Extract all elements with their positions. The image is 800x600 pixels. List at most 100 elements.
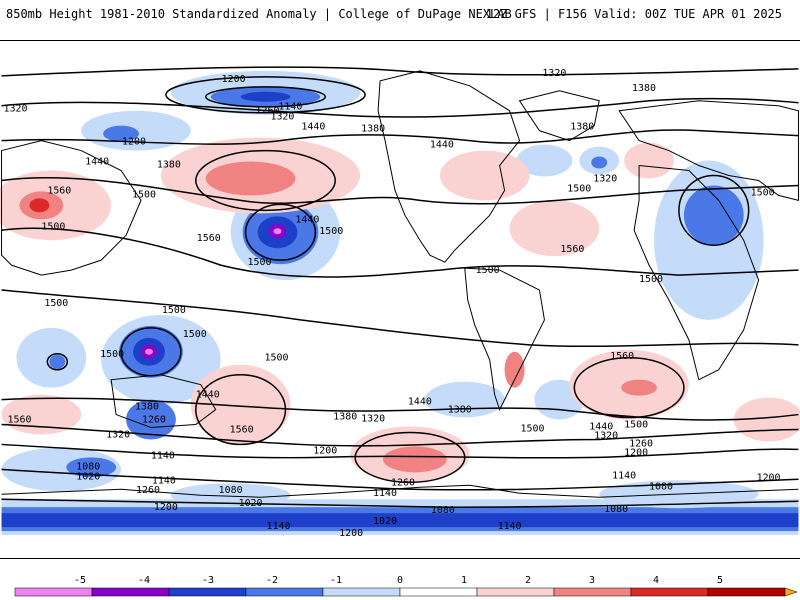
contour-label: 1380 (448, 405, 472, 416)
coastlines (1, 70, 799, 498)
legend-swatch (630, 587, 709, 597)
contour-label: 1260 (256, 106, 280, 117)
contour-label: 1080 (431, 505, 455, 516)
height-contours (1, 66, 799, 508)
contour-label: 1560 (560, 244, 584, 255)
contour-label: 1200 (757, 472, 781, 483)
contour-label: 1320 (361, 414, 385, 425)
legend-swatch (707, 587, 786, 597)
contour-label: 1260 (142, 415, 166, 426)
legend-swatch (245, 587, 324, 597)
legend-ticks: -5 -4 -3 -2 -1 0 1 2 3 4 5 (74, 575, 723, 586)
legend-swatch (553, 587, 632, 597)
anomaly-map: 1320 1380 1200 1140 1260 1320 1440 1320 … (0, 40, 800, 559)
legend-tick-label: 3 (589, 575, 595, 586)
color-scale-legend: -5 -4 -3 -2 -1 0 1 2 3 4 5 (14, 575, 798, 597)
contour-label: 1440 (301, 122, 325, 133)
contour-label: 1560 (610, 351, 634, 362)
contour-label: 1500 (162, 305, 186, 316)
legend-tick-label: -1 (330, 575, 342, 586)
contour-label: 1500 (132, 189, 156, 200)
contour-label: 1500 (248, 257, 272, 268)
contour-label: 1500 (520, 423, 544, 434)
contour-label: 1440 (430, 140, 454, 151)
contour-label: 1140 (152, 475, 176, 486)
legend-tick-label: -2 (266, 575, 278, 586)
coast-north-america (377, 70, 521, 263)
legend-tick-label: 5 (717, 575, 723, 586)
contour-label: 1260 (136, 485, 160, 496)
contour-label: 1500 (624, 420, 648, 431)
coast-eurasia (618, 100, 799, 202)
contour-label: 1500 (41, 221, 65, 232)
legend-swatch (322, 587, 401, 597)
contour-label: 1140 (373, 488, 397, 499)
contour-label: 1320 (594, 430, 618, 441)
contour-label: 1200 (222, 74, 246, 85)
legend-max-arrow (784, 587, 798, 597)
coast-australia (110, 374, 217, 429)
contour-label: 1380 (333, 412, 357, 423)
contour-label: 1020 (373, 516, 397, 527)
legend-swatch (476, 587, 555, 597)
legend-bar (14, 587, 798, 597)
contour-label: 1560 (230, 424, 254, 435)
contour-label: 1200 (313, 445, 337, 456)
contour-label: 1500 (100, 349, 124, 360)
contour-label: 1500 (751, 187, 775, 198)
contour-label: 1440 (408, 397, 432, 408)
contour-label: 1260 (629, 438, 653, 449)
contour-label: 1380 (157, 160, 181, 171)
contour-label: 1500 (264, 353, 288, 364)
contour-label: 1500 (44, 298, 68, 309)
contour-label: 1500 (183, 329, 207, 340)
contour-labels: 1320 1380 1200 1140 1260 1320 1440 1320 … (3, 68, 780, 539)
contour-label: 1380 (570, 122, 594, 133)
contour-label: 1140 (498, 521, 522, 532)
header: 850mb Height 1981-2010 Standardized Anom… (0, 0, 800, 30)
coast-europe-africa (633, 164, 760, 381)
anomaly-shading (0, 70, 800, 536)
contour-label: 1500 (319, 226, 343, 237)
legend-tick-label: 0 (397, 575, 403, 586)
contour-label: 1320 (542, 68, 566, 79)
contour-label: 1380 (361, 124, 385, 135)
contour-label: 1320 (593, 173, 617, 184)
contour-label: 1320 (106, 429, 130, 440)
coast-asia-west (1, 140, 142, 276)
contour-label: 1560 (7, 415, 31, 426)
contour-label: 1080 (649, 481, 673, 492)
legend-swatch (14, 587, 93, 597)
contour-label: 1500 (639, 274, 663, 285)
contour-label: 1260 (391, 477, 415, 488)
legend-tick-label: 1 (461, 575, 467, 586)
contour-label: 1200 (624, 447, 648, 458)
contour-label: 1200 (339, 528, 363, 539)
contour-label: 1020 (239, 498, 263, 509)
coast-greenland (518, 90, 600, 142)
contour-label: 1560 (47, 185, 71, 196)
contour-label: 1380 (135, 402, 159, 413)
contour-label: 1200 (122, 137, 146, 148)
contour-label: 1200 (154, 502, 178, 513)
contour-label: 1560 (197, 233, 221, 244)
model-run-info: 12Z GFS | F156 Valid: 00Z TUE APR 01 202… (485, 7, 782, 21)
contour-label: 1380 (632, 83, 656, 94)
map-title: 850mb Height 1981-2010 Standardized Anom… (6, 7, 512, 21)
coast-south-america (464, 267, 545, 411)
contour-label: 1320 (3, 104, 27, 115)
contour-label: 1440 (589, 421, 613, 432)
contour-label: 1500 (567, 183, 591, 194)
contour-label: 1140 (278, 102, 302, 113)
coast-antarctica (1, 484, 799, 498)
contour-label: 1440 (295, 214, 319, 225)
legend-tick-label: 4 (653, 575, 659, 586)
legend-tick-label: 2 (525, 575, 531, 586)
contour-label: 1080 (219, 485, 243, 496)
legend-swatch (168, 587, 247, 597)
legend-swatch (91, 587, 170, 597)
legend-swatch (399, 587, 478, 597)
legend-tick-label: -4 (138, 575, 150, 586)
contour-label: 1320 (270, 112, 294, 123)
contour-label: 1440 (85, 157, 109, 168)
